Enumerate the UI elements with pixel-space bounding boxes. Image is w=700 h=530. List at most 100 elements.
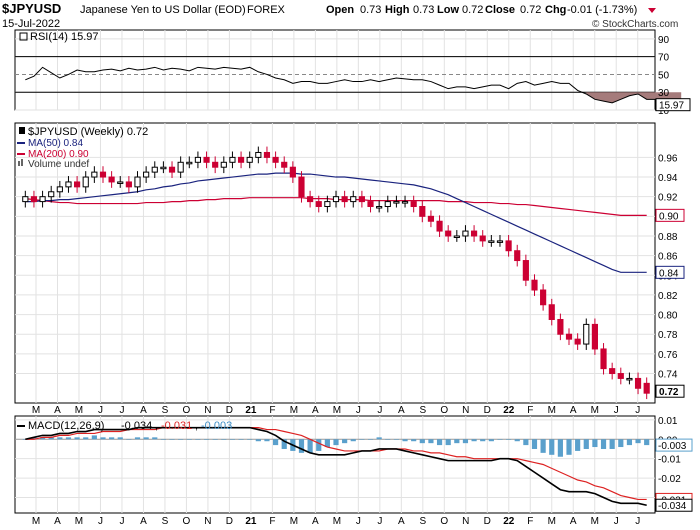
chg-label: Chg (545, 4, 566, 16)
month-label: M (333, 405, 341, 416)
macd-hist-bar (212, 439, 218, 440)
symbol-description: Japanese Yen to US Dollar (EOD) (80, 4, 246, 16)
macd-hist-bar (57, 437, 63, 440)
close-label: Close (485, 4, 515, 16)
candle-body (384, 201, 391, 208)
candle-body (505, 240, 512, 252)
month-label: J (119, 516, 124, 527)
macd-hist-bar (359, 439, 365, 440)
candle-body (332, 196, 340, 203)
macd-hist-bar (454, 439, 460, 444)
month-label: M (591, 516, 599, 527)
month-label: N (462, 405, 469, 416)
candle-body (548, 304, 555, 320)
macd-hist-bar (342, 439, 348, 444)
candle-body (643, 382, 650, 394)
macd-hist-bar (307, 439, 313, 453)
volume-legend: Volume undef (28, 159, 89, 170)
macd-hist-bar (531, 439, 538, 449)
macd-hist-bar (169, 439, 175, 440)
month-label: M (75, 405, 83, 416)
candle-body (617, 373, 624, 379)
candle-body (298, 176, 305, 198)
month-label: O (183, 405, 191, 416)
candle-body (160, 166, 167, 170)
macd-hist-bar (480, 439, 486, 442)
macd-tick-label: -0.02 (658, 474, 681, 485)
watermark: © StockCharts.com (592, 19, 678, 30)
ohlc-readout: Open 0.73 High 0.73 Low 0.72 Close 0.72 … (326, 4, 656, 16)
candle-body (453, 235, 460, 238)
candle-body (281, 161, 288, 168)
month-label: J (119, 405, 124, 416)
candle-body (531, 279, 538, 291)
month-label: S (419, 405, 426, 416)
candle-body (565, 333, 573, 340)
candle-body (445, 230, 452, 237)
candle-body (470, 230, 478, 237)
macd-hist-bar (143, 437, 149, 440)
price-badge (655, 265, 685, 279)
macd-hist-bar (471, 439, 477, 442)
macd-hist-bar (350, 439, 356, 442)
macd-legend-comma-2: , (195, 420, 198, 432)
macd-hist-bar (367, 439, 374, 440)
month-label: J (614, 405, 619, 416)
price-tick-label: 0.82 (658, 291, 678, 302)
macd-hist-bar (419, 439, 425, 444)
candle-body (540, 289, 547, 306)
month-label: J (98, 405, 103, 416)
candle-body (367, 201, 374, 208)
macd-legend-hist: -0.003 (201, 420, 232, 432)
month-label: J (377, 405, 382, 416)
exchange-label: FOREX (247, 4, 286, 16)
price-tick-label: 0.88 (658, 232, 678, 243)
macd-hist-bar (514, 439, 520, 442)
rsi-oversold-fill (586, 92, 682, 105)
candle-body (134, 176, 141, 188)
month-label: M (548, 405, 556, 416)
candle-body (108, 176, 115, 183)
macd-hist-bar (393, 439, 399, 440)
month-label: J (98, 516, 103, 527)
month-label: M (290, 405, 298, 416)
chg-value: -0.01 (-1.73%) (567, 4, 637, 16)
month-label: M (548, 516, 556, 527)
candle-body (263, 151, 271, 158)
macd-hist-bar (436, 439, 443, 446)
macd-hist-bar (583, 439, 589, 449)
macd-hist-bar (635, 439, 641, 444)
price-tick-label: 0.86 (658, 252, 678, 263)
macd-hist-bar (134, 437, 141, 440)
month-label: O (183, 516, 191, 527)
candle-body (410, 201, 417, 208)
candle-body (125, 181, 132, 188)
month-label: A (54, 516, 61, 527)
candle-body (393, 201, 400, 204)
month-label: N (204, 405, 211, 416)
candle-body (358, 196, 365, 203)
candle-body (39, 196, 46, 203)
price-badge (655, 208, 685, 222)
month-label: A (312, 516, 319, 527)
candle-body (246, 156, 253, 163)
month-label: 22 (503, 516, 515, 527)
macd-hist-bar (333, 439, 339, 446)
open-label: Open (326, 4, 354, 16)
month-label: J (635, 516, 640, 527)
ma50-legend: MA(50) 0.84 (28, 138, 83, 149)
candle-body (220, 161, 227, 168)
macd-hist-bar (100, 437, 106, 440)
rsi-legend: RSI(14) 15.97 (19, 31, 98, 43)
macd-hist-bar (592, 439, 598, 448)
macd-hist-bar (91, 435, 97, 440)
month-label: 21 (245, 405, 257, 416)
candle-body (255, 151, 262, 158)
macd-hist-bar (566, 439, 572, 455)
macd-hist-bar (31, 437, 37, 440)
month-label: M (333, 516, 341, 527)
candle-body (626, 377, 633, 381)
macd-legend-value: -0.034 (121, 420, 152, 432)
price-tick-label: 0.80 (658, 311, 678, 322)
macd-hist-bar (117, 437, 123, 440)
